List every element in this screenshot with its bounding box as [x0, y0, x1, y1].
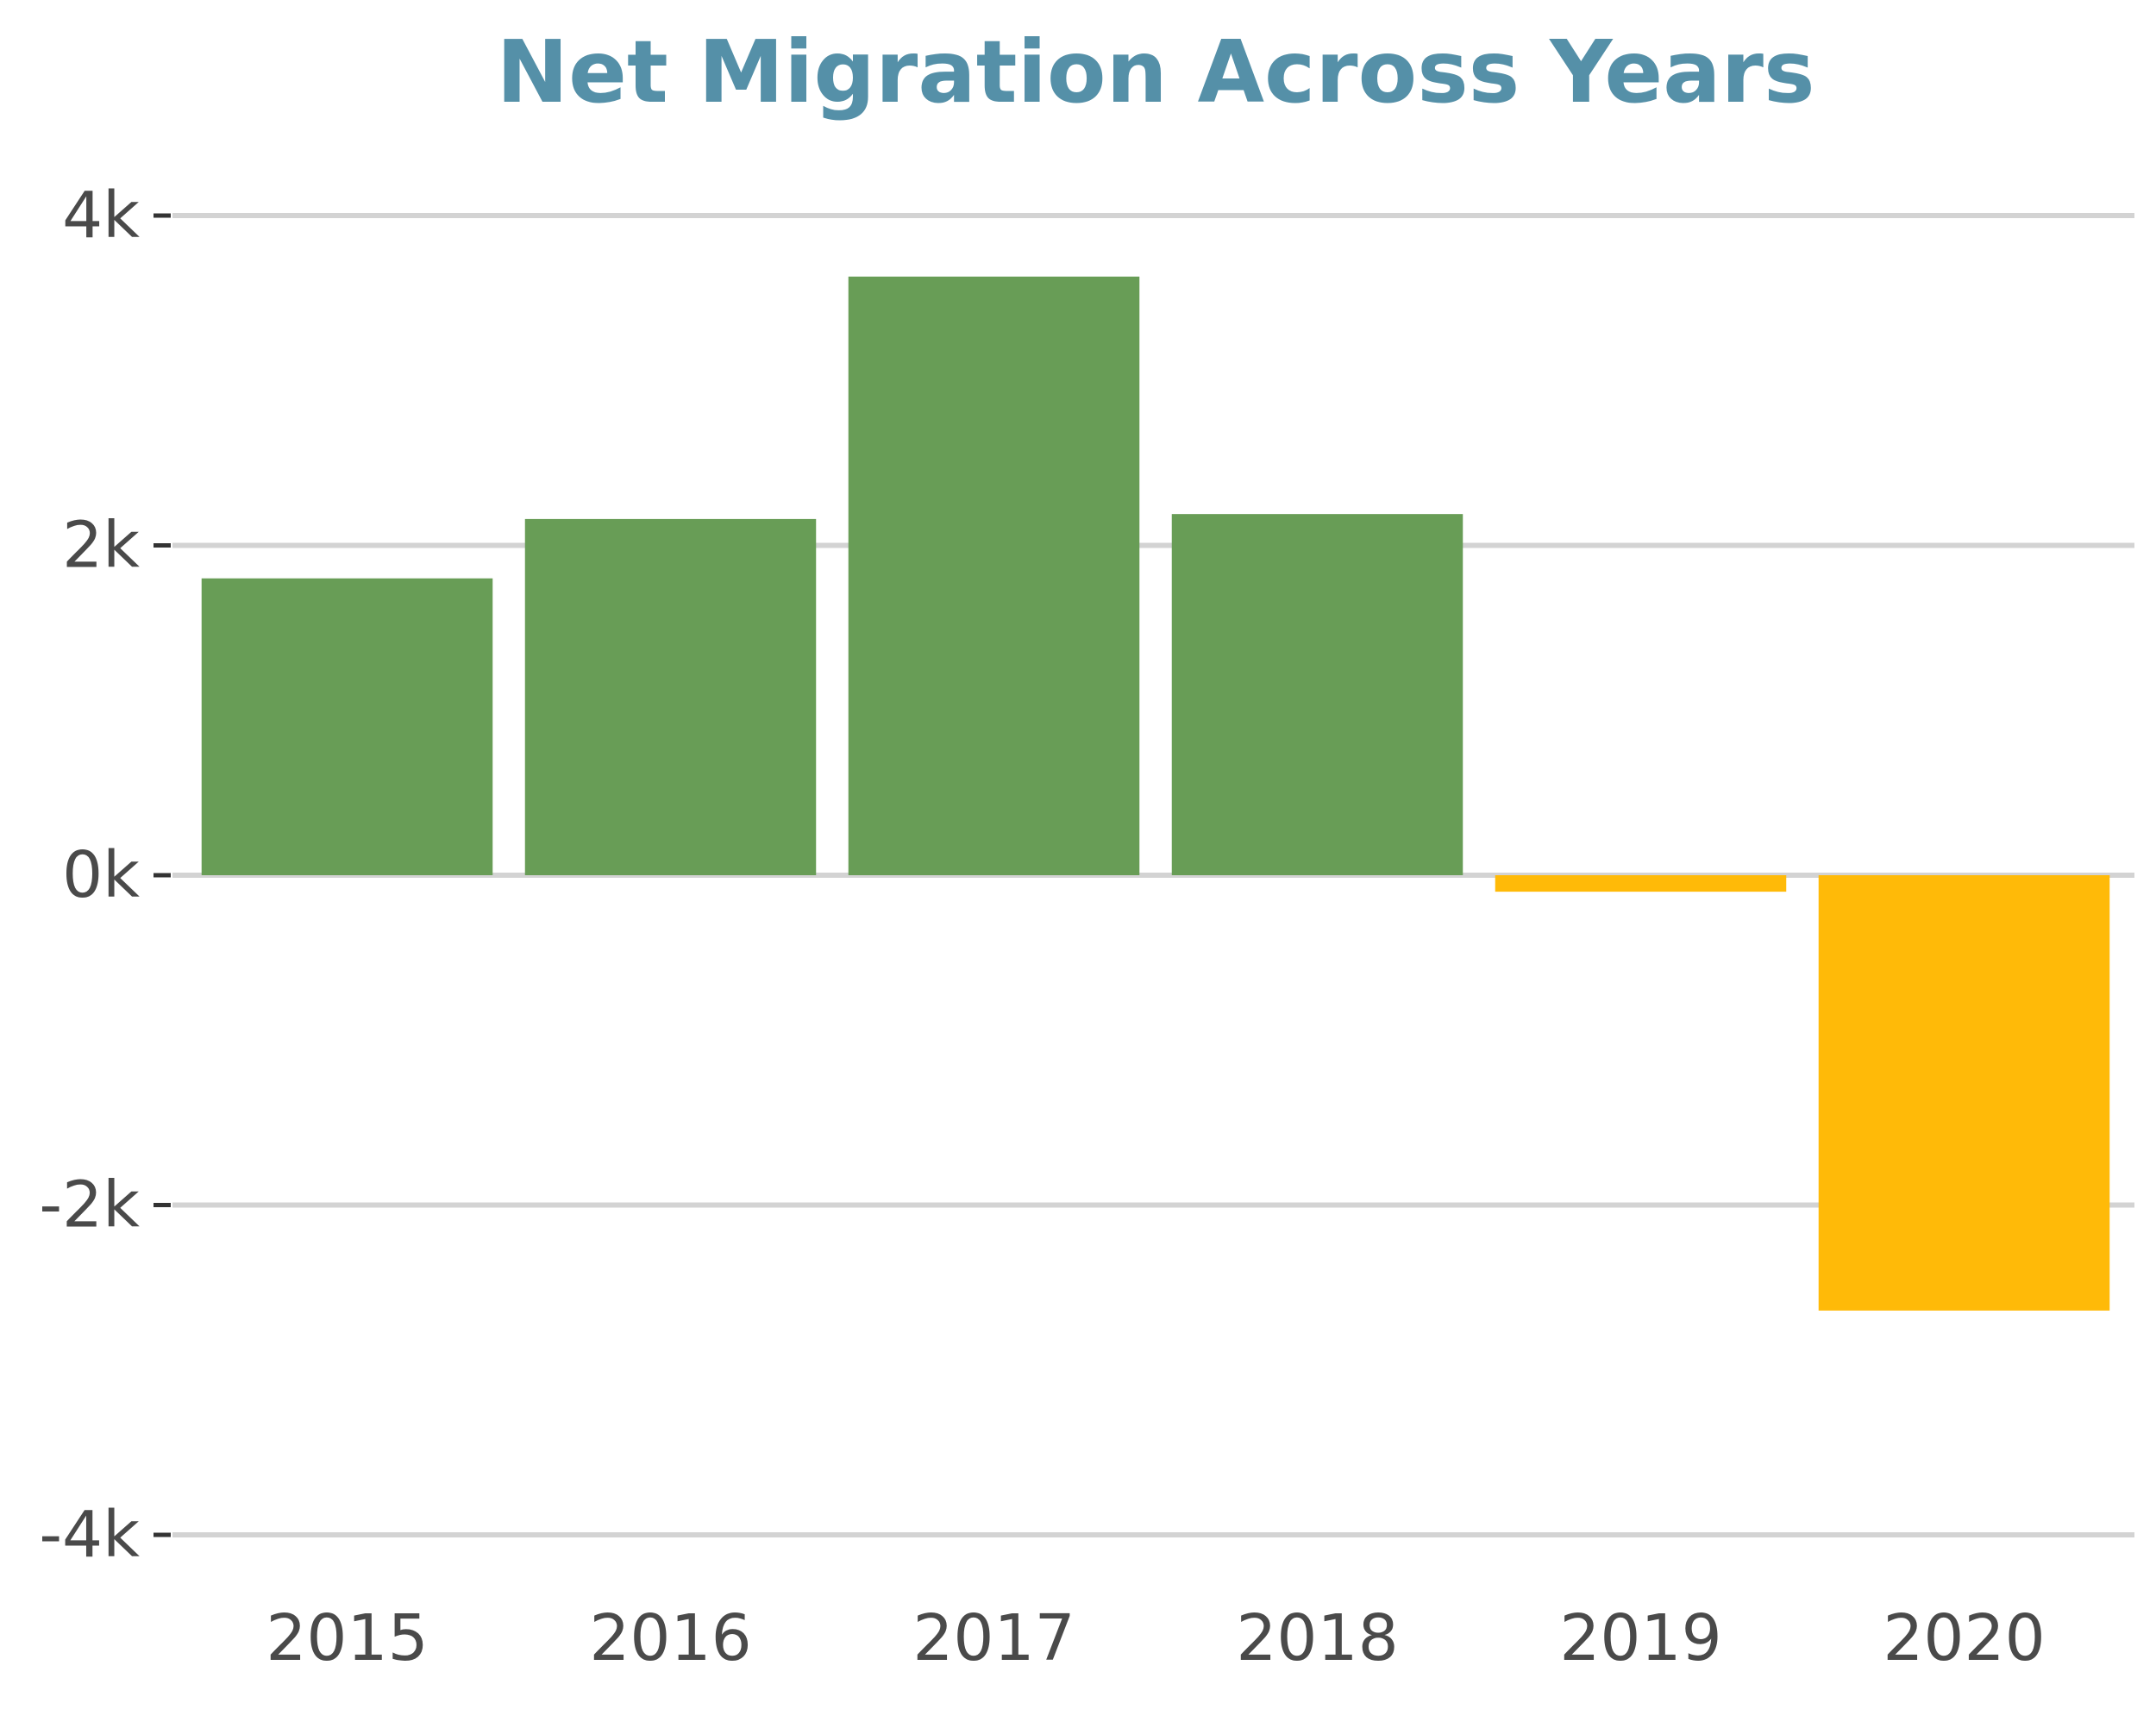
gridlines: [172, 213, 2134, 1537]
x-tick-label-2020: 2020: [1883, 1601, 2045, 1675]
bars: [201, 276, 2110, 1311]
bar-2017: [848, 276, 1140, 875]
y-tick-label-neg4k: -4k: [39, 1498, 140, 1572]
bar-2018: [1171, 514, 1463, 875]
x-tick-label-2015: 2015: [266, 1601, 428, 1675]
y-axis: -4k -2k 0k 2k 4k: [39, 178, 171, 1572]
x-axis: 2015 2016 2017 2018 2019 2020: [266, 1601, 2045, 1675]
bar-2016: [524, 518, 817, 875]
y-tick-label-neg2k: -2k: [39, 1168, 140, 1243]
y-tick-label-4k: 4k: [62, 178, 140, 253]
y-tick-label-0k: 0k: [62, 838, 140, 912]
chart-title: Net Migration Across Years: [496, 22, 1814, 122]
x-tick-label-2017: 2017: [912, 1601, 1075, 1675]
bar-2019: [1495, 875, 1787, 892]
bar-2015: [201, 578, 493, 875]
bar-2020: [1818, 875, 2110, 1311]
x-tick-label-2019: 2019: [1559, 1601, 1721, 1675]
x-tick-label-2018: 2018: [1236, 1601, 1398, 1675]
x-tick-label-2016: 2016: [589, 1601, 751, 1675]
y-tick-label-2k: 2k: [62, 509, 140, 583]
